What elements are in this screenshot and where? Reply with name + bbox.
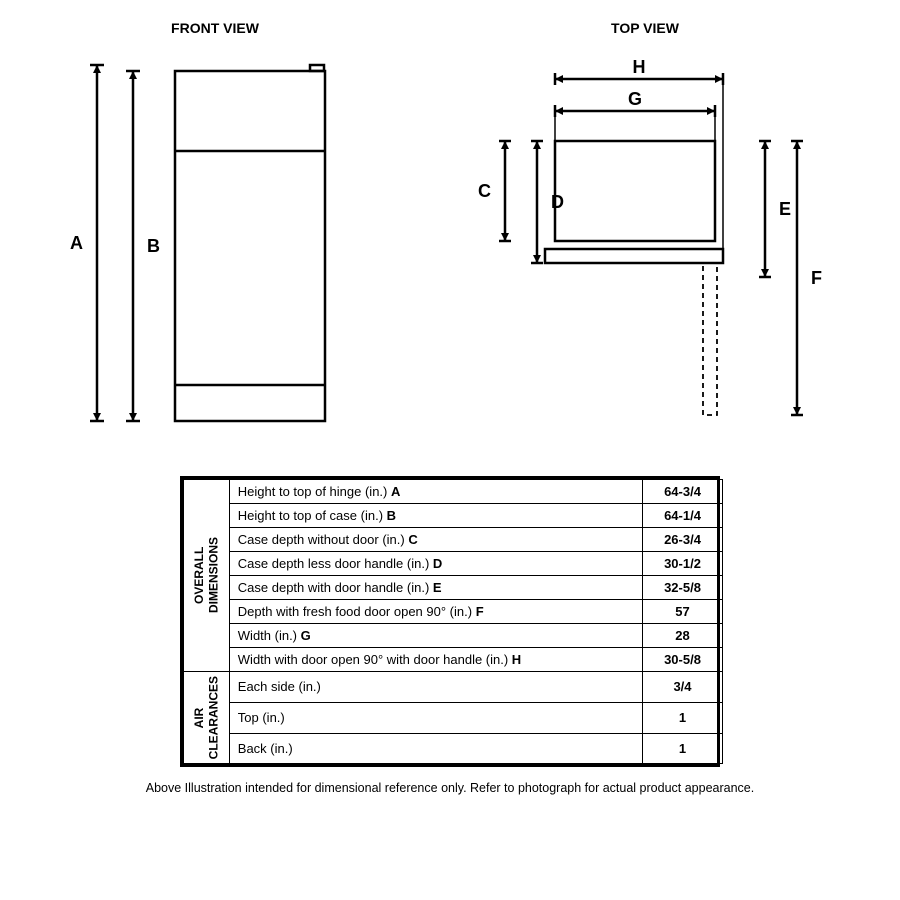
- svg-text:B: B: [147, 236, 160, 256]
- table-value: 1: [643, 733, 723, 764]
- table-desc: Back (in.): [229, 733, 642, 764]
- table-desc: Case depth with door handle (in.) E: [229, 576, 642, 600]
- dimensions-table: OVERALLDIMENSIONSHeight to top of hinge …: [183, 479, 723, 764]
- front-view-title: FRONT VIEW: [75, 20, 355, 36]
- table-value: 28: [643, 624, 723, 648]
- table-value: 32-5/8: [643, 576, 723, 600]
- table-desc: Depth with fresh food door open 90° (in.…: [229, 600, 642, 624]
- table-desc: Top (in.): [229, 702, 642, 733]
- table-desc: Height to top of case (in.) B: [229, 504, 642, 528]
- svg-text:F: F: [811, 268, 822, 288]
- table-value: 26-3/4: [643, 528, 723, 552]
- views-container: FRONT VIEW AB TOP VIEW HGCDEF: [20, 20, 880, 446]
- dimensions-table-wrap: OVERALLDIMENSIONSHeight to top of hinge …: [180, 476, 720, 767]
- table-desc: Case depth less door handle (in.) D: [229, 552, 642, 576]
- table-desc: Width (in.) G: [229, 624, 642, 648]
- svg-text:A: A: [70, 233, 83, 253]
- svg-text:D: D: [551, 192, 564, 212]
- table-value: 1: [643, 702, 723, 733]
- table-desc: Each side (in.): [229, 672, 642, 703]
- table-desc: Width with door open 90° with door handl…: [229, 648, 642, 672]
- table-value: 30-1/2: [643, 552, 723, 576]
- top-view-title: TOP VIEW: [465, 20, 825, 36]
- svg-text:C: C: [478, 181, 491, 201]
- footnote: Above Illustration intended for dimensio…: [20, 781, 880, 795]
- front-view: FRONT VIEW AB: [75, 20, 355, 446]
- top-view: TOP VIEW HG C D E F: [465, 20, 825, 446]
- table-desc: Case depth without door (in.) C: [229, 528, 642, 552]
- table-value: 3/4: [643, 672, 723, 703]
- table-value: 57: [643, 600, 723, 624]
- section-overall-dimensions: OVERALLDIMENSIONS: [184, 480, 230, 672]
- table-value: 64-3/4: [643, 480, 723, 504]
- table-value: 64-1/4: [643, 504, 723, 528]
- svg-text:G: G: [628, 89, 642, 109]
- section-air-clearances: AIRCLEARANCES: [184, 672, 230, 764]
- svg-text:E: E: [779, 199, 791, 219]
- table-value: 30-5/8: [643, 648, 723, 672]
- table-desc: Height to top of hinge (in.) A: [229, 480, 642, 504]
- top-view-diagram: HG C D E F: [465, 51, 825, 446]
- front-view-diagram: AB: [75, 51, 355, 446]
- svg-text:H: H: [633, 57, 646, 77]
